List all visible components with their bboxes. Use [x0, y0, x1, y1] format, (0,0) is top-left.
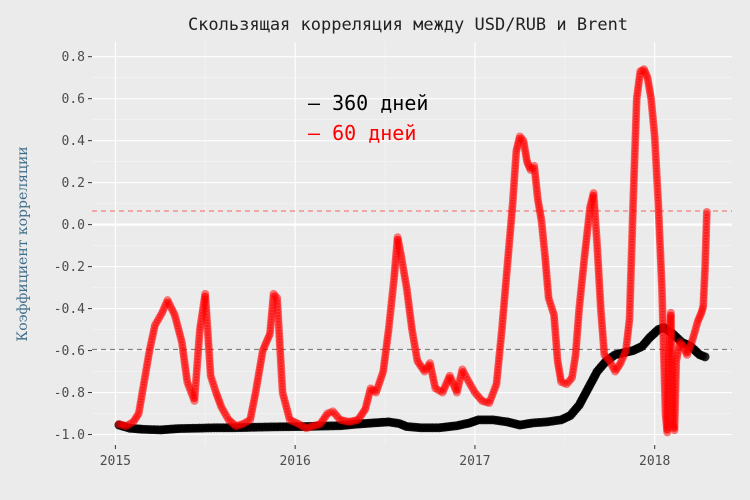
y-axis-label: Коэффициент корреляции	[15, 146, 31, 341]
y-tick-label: 0.0	[62, 218, 85, 233]
y-tick-label: -1.0	[54, 428, 85, 443]
y-tick-label: -0.6	[54, 344, 85, 359]
axis-ticks: -1.0 -0.8 -0.6 -0.4 -0.2 0.0 0.2 0.4 0.6 0.8 2015 2…	[54, 50, 671, 469]
x-tick-label: 2018	[639, 454, 670, 469]
data-point	[700, 352, 710, 362]
series-60	[114, 65, 711, 437]
legend-entry-60: – 60 дней	[308, 121, 416, 145]
y-tick-label: -0.8	[54, 386, 85, 401]
y-tick-label: -0.2	[54, 260, 85, 275]
series-layer	[114, 65, 711, 437]
x-tick-label: 2017	[459, 454, 490, 469]
legend: – 360 дней – 60 дней	[308, 91, 428, 145]
legend-entry-360: – 360 дней	[308, 91, 428, 115]
x-tick-label: 2016	[279, 454, 310, 469]
x-tick-label: 2015	[100, 454, 131, 469]
y-tick-label: -0.4	[54, 302, 85, 317]
data-point	[702, 208, 711, 217]
y-tick-label: 0.6	[62, 92, 85, 107]
chart-title: Скользящая корреляция между USD/RUB и Br…	[188, 15, 628, 35]
y-tick-label: 0.2	[62, 176, 85, 191]
y-tick-label: 0.8	[62, 50, 85, 65]
y-tick-label: 0.4	[62, 134, 86, 149]
